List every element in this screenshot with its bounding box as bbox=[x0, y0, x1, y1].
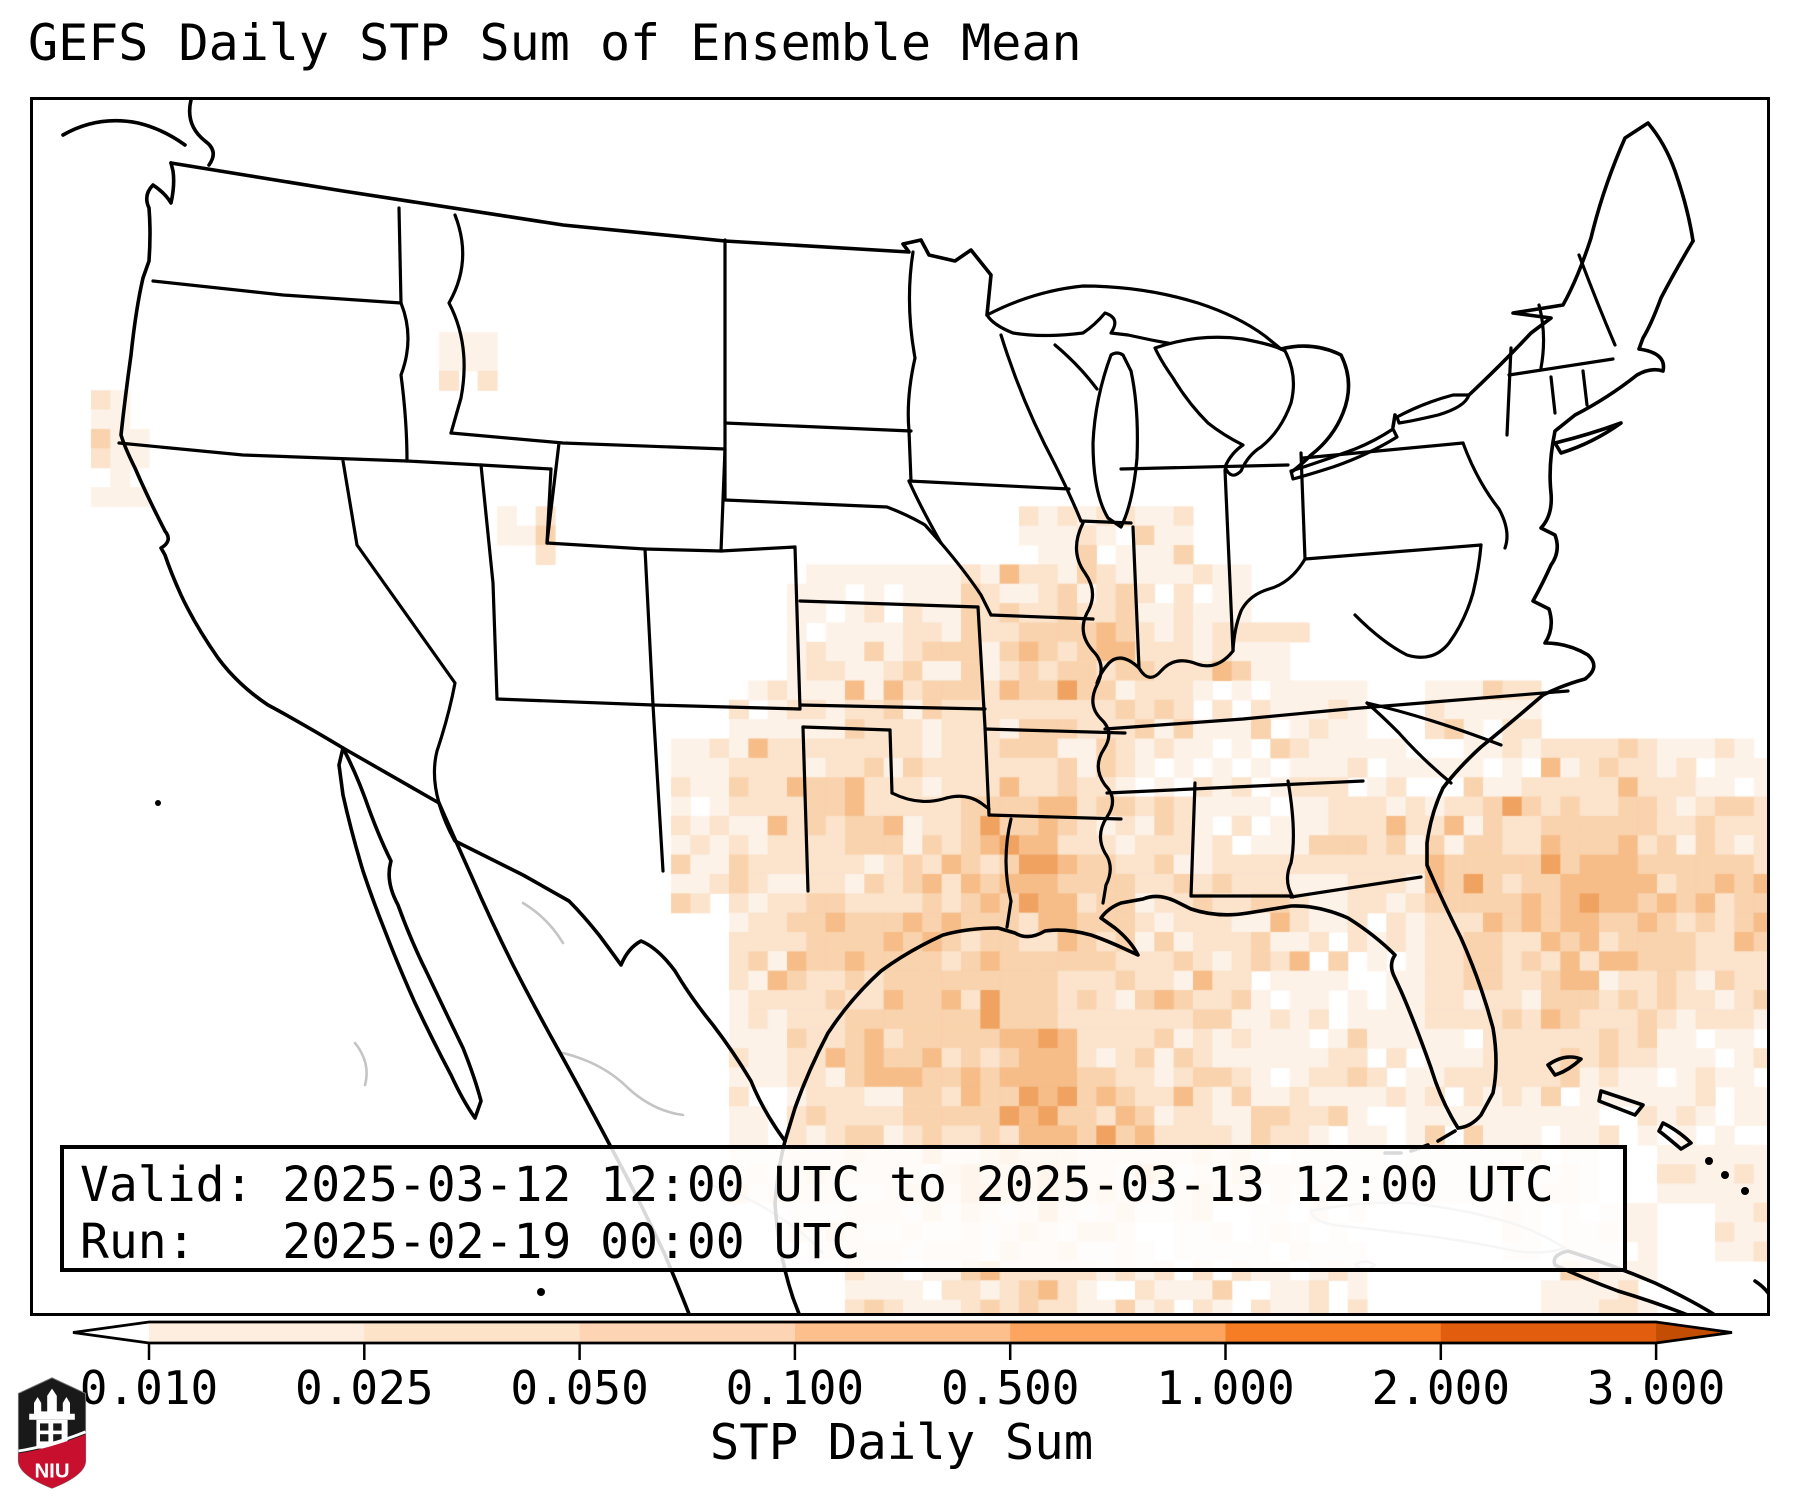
colorbar-tick-label: 0.050 bbox=[510, 1361, 648, 1415]
colorbar-segment bbox=[1440, 1322, 1657, 1343]
colorbar-segment bbox=[149, 1322, 366, 1343]
colorbar-segment bbox=[1010, 1322, 1227, 1343]
run-time-text: Run: 2025-02-19 00:00 UTC bbox=[80, 1214, 861, 1270]
colorbar-tick-label: 0.100 bbox=[726, 1361, 864, 1415]
page-title: GEFS Daily STP Sum of Ensemble Mean bbox=[28, 14, 1082, 72]
lake-ontario bbox=[1395, 393, 1471, 425]
colorbar-tick-label: 3.000 bbox=[1587, 1361, 1725, 1415]
small-islands bbox=[155, 800, 1749, 1296]
colorbar-svg: 0.010 0.025 0.050 0.100 0.500 1.000 2.000 3.000 bbox=[72, 1320, 1733, 1415]
logo-white-stripe bbox=[18, 1430, 87, 1453]
colorbar-axis-label: STP Daily Sum bbox=[709, 1414, 1094, 1471]
great-lakes bbox=[985, 284, 1471, 529]
colorbar-segment bbox=[579, 1322, 796, 1343]
colorbar-segment bbox=[794, 1322, 1011, 1343]
colorbar: 0.010 0.025 0.050 0.100 0.500 1.000 2.000 3.000 bbox=[0, 1316, 1803, 1426]
map-frame bbox=[30, 97, 1770, 1316]
colorbar-under-arrow bbox=[73, 1322, 149, 1343]
colorbar-tick-label: 1.000 bbox=[1156, 1361, 1294, 1415]
niu-logo: NIU bbox=[17, 1377, 87, 1489]
colorbar-segment bbox=[364, 1322, 581, 1343]
state-borders bbox=[117, 206, 1617, 929]
colorbar-tick-label: 0.500 bbox=[941, 1361, 1079, 1415]
lake-huron bbox=[1153, 335, 1296, 477]
colorbar-tick-label: 0.010 bbox=[80, 1361, 218, 1415]
colorbar-over-arrow bbox=[1656, 1322, 1732, 1343]
logo-text: NIU bbox=[34, 1460, 69, 1482]
colorbar-tick-label: 2.000 bbox=[1372, 1361, 1510, 1415]
valid-time-text: Valid: 2025-03-12 12:00 UTC to 2025-03-1… bbox=[80, 1157, 1554, 1213]
coastlines bbox=[61, 100, 1767, 1313]
colorbar-tick-label: 0.025 bbox=[295, 1361, 433, 1415]
logo-castle-battlement bbox=[29, 1388, 75, 1420]
lake-michigan bbox=[1091, 351, 1139, 529]
us-map-svg bbox=[61, 100, 1767, 1313]
valid-run-info-box: Valid: 2025-03-12 12:00 UTC to 2025-03-1… bbox=[60, 1145, 1627, 1272]
colorbar-segment bbox=[1225, 1322, 1442, 1343]
logo-castle-windows bbox=[40, 1423, 62, 1442]
logo-red-band bbox=[18, 1434, 86, 1489]
